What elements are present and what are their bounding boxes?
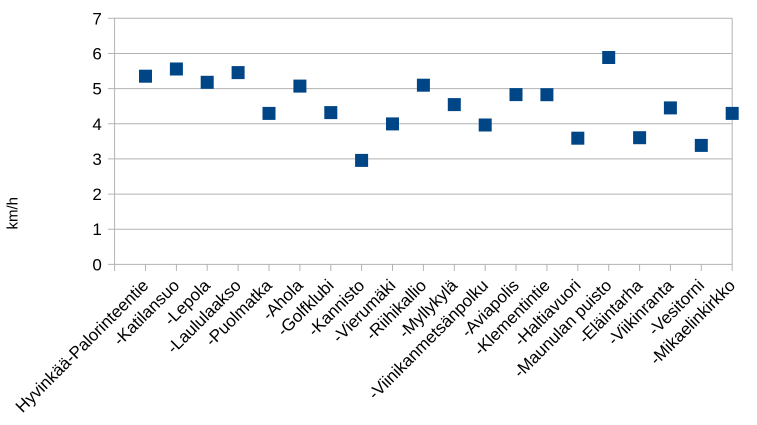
svg-text:4: 4 xyxy=(92,115,101,134)
svg-text:0: 0 xyxy=(92,255,101,274)
svg-text:6: 6 xyxy=(92,45,101,64)
svg-text:km/h: km/h xyxy=(5,197,22,230)
svg-text:2: 2 xyxy=(92,185,101,204)
svg-text:7: 7 xyxy=(92,9,101,28)
svg-text:1: 1 xyxy=(92,220,101,239)
svg-text:5: 5 xyxy=(92,80,101,99)
svg-text:3: 3 xyxy=(92,150,101,169)
